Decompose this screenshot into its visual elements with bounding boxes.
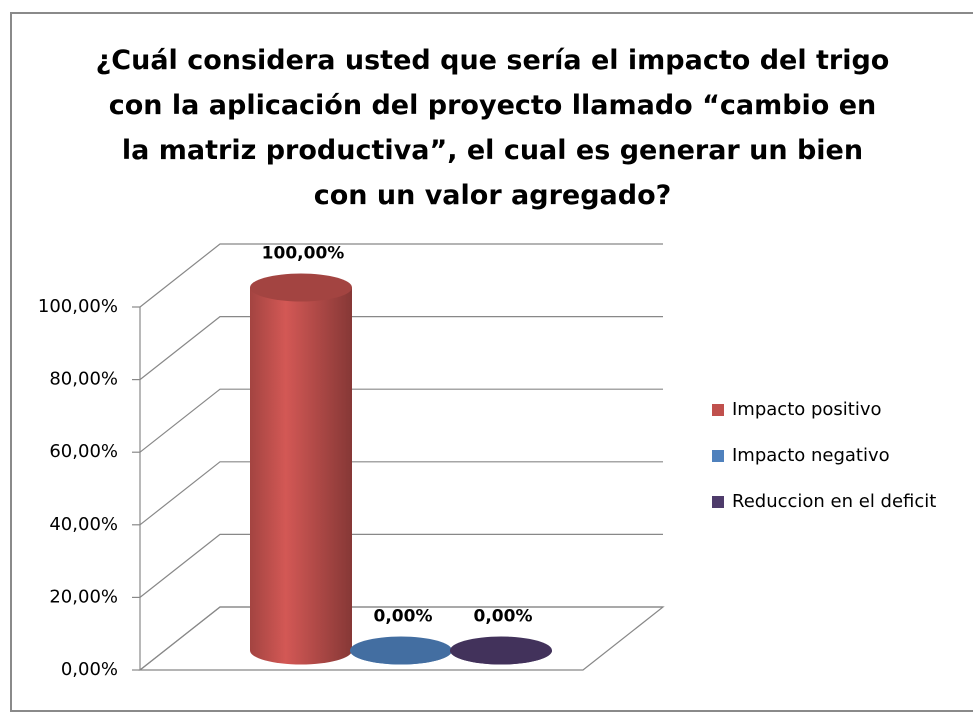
legend-label: Reduccion en el deficit [732, 491, 936, 512]
legend-swatch [712, 496, 724, 508]
grid-line [139, 461, 663, 526]
y-tick-label: 80,00% [49, 369, 118, 390]
legend-label: Impacto negativo [732, 445, 890, 466]
cylinder-top [250, 273, 352, 302]
y-tick-label: 0,00% [61, 659, 118, 680]
legend-swatch [712, 450, 724, 462]
grid-line [139, 388, 663, 453]
y-tick-label: 20,00% [49, 586, 118, 607]
value-label: 0,00% [474, 607, 533, 627]
cylinder-top [450, 636, 552, 665]
grid-line [139, 533, 663, 598]
y-tick-label: 40,00% [49, 514, 118, 535]
value-label: 0,00% [374, 607, 433, 627]
grid-line [139, 606, 663, 671]
cylinder-body [250, 287, 352, 665]
legend-swatch [712, 404, 724, 416]
cylinder-top [350, 636, 452, 665]
grid-line [139, 243, 663, 308]
legend-label: Impacto positivo [732, 399, 882, 420]
value-label: 100,00% [262, 244, 345, 264]
y-tick-label: 100,00% [38, 296, 118, 317]
y-tick-label: 60,00% [49, 441, 118, 462]
chart-title: ¿Cuál considera usted que sería el impac… [95, 45, 890, 211]
grid-line [139, 316, 663, 381]
